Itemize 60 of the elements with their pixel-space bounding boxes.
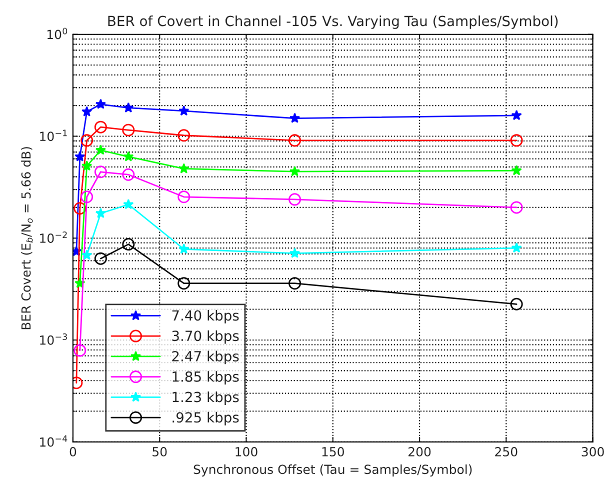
point	[510, 201, 523, 214]
x-axis-title: Synchronous Offset (Tau = Samples/Symbol)	[194, 464, 472, 477]
point	[95, 144, 106, 155]
point	[178, 129, 190, 142]
point	[289, 166, 300, 176]
legend-label: 1.85 kbps	[172, 371, 239, 385]
x-tick-label: 0	[70, 446, 76, 456]
y-axis-title: BER Covert (E$_{b}$/N$_{o}$ = 5.66 dB)	[21, 147, 33, 330]
point	[178, 190, 190, 204]
point	[123, 151, 134, 162]
point	[288, 193, 302, 206]
x-tick-label: 100	[236, 446, 258, 456]
point	[123, 102, 134, 112]
point	[178, 163, 190, 174]
y-tick-label: 10$^{0}$	[47, 28, 68, 40]
x-tick-label: 250	[495, 446, 518, 456]
legend-label: 3.70 kbps	[172, 330, 239, 344]
point	[82, 250, 92, 260]
legend-label: 7.40 kbps	[172, 310, 239, 324]
y-tick-label: 10$^{−3}$	[40, 333, 67, 345]
point	[122, 124, 135, 136]
point	[511, 110, 522, 120]
point	[178, 244, 190, 254]
point	[288, 134, 302, 147]
point	[511, 242, 522, 253]
legend-label: 1.23 kbps	[172, 391, 239, 405]
point	[95, 98, 106, 109]
point	[178, 277, 190, 290]
y-tick-label: 10$^{−2}$	[40, 232, 67, 243]
point	[82, 106, 92, 116]
point	[178, 105, 190, 116]
point	[94, 166, 107, 178]
point	[80, 134, 94, 147]
y-tick-label: 10$^{−1}$	[40, 130, 67, 142]
point	[74, 151, 86, 162]
point	[72, 246, 82, 256]
chart-title: BER of Covert in Channel -105 Vs. Varying Tau (Samples/Symbol)	[108, 15, 558, 29]
point	[288, 277, 302, 290]
point	[122, 238, 135, 251]
point	[289, 248, 300, 258]
point	[74, 344, 86, 357]
y-tick-label: 10$^{−4}$	[40, 435, 68, 447]
point	[289, 112, 300, 123]
point	[95, 208, 106, 218]
legend-label: .925 kbps	[172, 412, 239, 426]
point	[94, 252, 107, 265]
point	[510, 134, 523, 147]
point	[80, 190, 94, 204]
point	[82, 160, 92, 171]
point	[122, 168, 135, 181]
point	[94, 120, 107, 134]
point	[123, 198, 134, 210]
x-tick-label: 200	[408, 446, 431, 456]
point	[511, 165, 522, 176]
x-tick-label: 50	[152, 446, 167, 456]
x-tick-label: 150	[322, 446, 344, 456]
legend-label: 2.47 kbps	[172, 350, 239, 364]
point	[510, 298, 523, 310]
x-tick-label: 300	[582, 446, 604, 456]
point	[74, 202, 86, 215]
